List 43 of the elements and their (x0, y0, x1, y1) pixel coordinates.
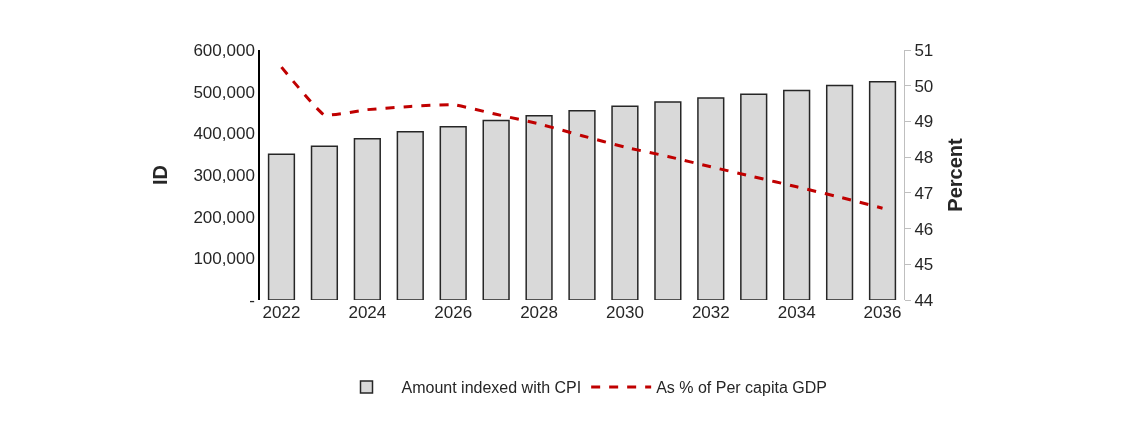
x-tick-label: 2036 (863, 303, 902, 322)
bar (396, 130, 424, 300)
bar (825, 84, 854, 300)
bar (267, 153, 296, 300)
y2-tick-label: 46 (914, 219, 934, 239)
y2-tick-label: 50 (914, 76, 934, 96)
y-axis-title: ID (149, 165, 172, 185)
bar (353, 138, 381, 300)
bar (783, 89, 811, 300)
bar (740, 93, 768, 300)
y2-tick-label: 49 (914, 112, 934, 132)
x-tick-label: 2030 (606, 303, 644, 322)
legend-label: As % of Per capita GDP (656, 379, 827, 397)
bar (482, 119, 510, 300)
y-tick-label: - (249, 290, 255, 310)
bar (310, 145, 339, 300)
x-tick-label: 2034 (777, 303, 816, 322)
y-tick-label: 100,000 (193, 249, 255, 269)
y2-tick-label: 44 (914, 290, 934, 310)
x-tick-label: 2024 (348, 303, 387, 322)
y-tick-label: 400,000 (193, 124, 255, 144)
x-tick-label: 2026 (434, 303, 473, 322)
y2-tick-label: 48 (914, 148, 934, 168)
y-tick-label: 500,000 (193, 82, 255, 102)
y2-tick-label: 45 (914, 255, 934, 275)
y2-tick-label: 47 (914, 183, 934, 203)
bar (568, 110, 596, 300)
bar (611, 105, 639, 300)
y-tick-label: 300,000 (193, 165, 255, 185)
bar (868, 80, 897, 300)
x-tick-label: 2032 (691, 303, 730, 322)
legend-label: Amount indexed with CPI (401, 379, 582, 397)
y-tick-label: 200,000 (193, 207, 255, 227)
y-tick-label: 600,000 (193, 40, 255, 60)
line-series (279, 65, 885, 210)
bar (654, 101, 682, 300)
x-tick-label: 2028 (520, 303, 558, 322)
bar (525, 115, 553, 300)
bar (697, 97, 725, 300)
bar (439, 125, 467, 300)
x-tick-label: 2022 (262, 303, 301, 322)
y2-tick-label: 51 (914, 40, 934, 60)
y2-axis-title: Percent (943, 137, 966, 212)
